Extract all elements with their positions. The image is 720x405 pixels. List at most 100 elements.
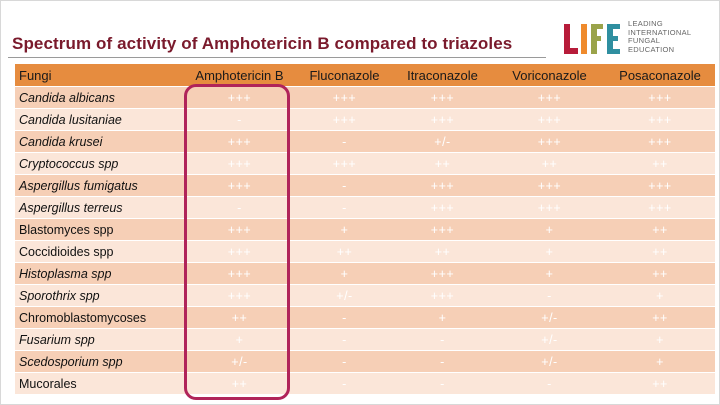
activity-cell: -	[494, 372, 605, 394]
activity-cell: +	[494, 240, 605, 263]
activity-cell: ++	[605, 306, 715, 329]
table-row: Coccidioides spp +++ ++ ++ + ++	[15, 240, 715, 263]
activity-cell: +++	[181, 218, 298, 241]
fungus-name-cell: Candida krusei	[15, 130, 181, 153]
column-header: Voriconazole	[494, 64, 605, 87]
activity-cell: +++	[181, 284, 298, 307]
activity-cell: +++	[391, 86, 494, 109]
activity-cell: +++	[494, 86, 605, 109]
activity-cell: +++	[605, 174, 715, 197]
activity-cell: +	[391, 306, 494, 329]
activity-cell: -	[181, 108, 298, 131]
table-row: Scedosporium spp +/- - - +/- +	[15, 350, 715, 373]
table-row: Chromoblastomycoses ++ - + +/- ++	[15, 306, 715, 329]
table-row: Histoplasma spp +++ + +++ + ++	[15, 262, 715, 285]
activity-cell: -	[298, 174, 391, 197]
activity-cell: -	[298, 372, 391, 394]
table-body: Candida albicans +++ +++ +++ +++ +++ Candida l…	[15, 86, 715, 394]
activity-cell: ++	[391, 152, 494, 175]
activity-cell: -	[391, 372, 494, 394]
column-header: Fluconazole	[298, 64, 391, 87]
activity-cell: -	[298, 196, 391, 219]
activity-cell: ++	[298, 240, 391, 263]
activity-cell: +++	[391, 262, 494, 285]
activity-cell: +++	[494, 174, 605, 197]
activity-cell: +++	[605, 130, 715, 153]
activity-cell: +++	[494, 108, 605, 131]
activity-cell: +++	[391, 174, 494, 197]
activity-cell: +	[181, 328, 298, 351]
activity-cell: -	[298, 306, 391, 329]
life-logo: LEADING INTERNATIONAL FUNGAL EDUCATION	[560, 18, 710, 62]
activity-cell: ++	[181, 372, 298, 394]
table-row: Aspergillus terreus - - +++ +++ +++	[15, 196, 715, 219]
table-row: Fusarium spp + - - +/- +	[15, 328, 715, 351]
activity-cell: ++	[391, 240, 494, 263]
activity-cell: -	[298, 328, 391, 351]
activity-cell: +/-	[494, 306, 605, 329]
activity-cell: -	[298, 350, 391, 373]
activity-cell: +++	[298, 86, 391, 109]
activity-cell: -	[391, 350, 494, 373]
fungus-name-cell: Candida lusitaniae	[15, 108, 181, 131]
activity-cell: +++	[181, 174, 298, 197]
activity-cell: +++	[181, 86, 298, 109]
table-row: Candida lusitaniae - +++ +++ +++ +++	[15, 108, 715, 131]
activity-cell: +/-	[298, 284, 391, 307]
fungus-name-cell: Aspergillus fumigatus	[15, 174, 181, 197]
activity-cell: -	[181, 196, 298, 219]
fungus-name-cell: Histoplasma spp	[15, 262, 181, 285]
column-header: Itraconazole	[391, 64, 494, 87]
table-row: Blastomyces spp +++ + +++ + ++	[15, 218, 715, 241]
activity-cell: +++	[181, 152, 298, 175]
activity-cell: +/-	[494, 350, 605, 373]
fungus-name-cell: Blastomyces spp	[15, 218, 181, 241]
logo-line: INTERNATIONAL	[628, 27, 692, 37]
activity-cell: +++	[181, 130, 298, 153]
activity-cell: ++	[181, 306, 298, 329]
activity-cell: +	[494, 262, 605, 285]
activity-cell: +++	[181, 262, 298, 285]
table-row: Candida albicans +++ +++ +++ +++ +++	[15, 86, 715, 109]
activity-cell: +/-	[181, 350, 298, 373]
logo-line: EDUCATION	[628, 44, 675, 54]
activity-cell: -	[298, 130, 391, 153]
slide-title: Spectrum of activity of Amphotericin B c…	[12, 34, 513, 53]
activity-cell: +/-	[494, 328, 605, 351]
activity-cell: ++	[494, 152, 605, 175]
activity-cell: +++	[605, 196, 715, 219]
activity-cell: +	[494, 218, 605, 241]
fungus-name-cell: Mucorales	[15, 372, 181, 394]
activity-cell: -	[494, 284, 605, 307]
activity-cell: +	[298, 262, 391, 285]
fungus-name-cell: Sporothrix spp	[15, 284, 181, 307]
table-row: Candida krusei +++ - +/- +++ +++	[15, 130, 715, 153]
table-header-row: Fungi Amphotericin B Fluconazole Itracon…	[15, 64, 715, 87]
table-row: Mucorales ++ - - - ++	[15, 372, 715, 394]
column-header: Fungi	[15, 64, 181, 87]
activity-cell: +++	[181, 240, 298, 263]
logo-tagline: LEADING INTERNATIONAL FUNGAL EDUCATION	[628, 19, 692, 54]
activity-cell: ++	[605, 240, 715, 263]
activity-cell: +++	[298, 152, 391, 175]
column-header: Amphotericin B	[181, 64, 298, 87]
table-row: Sporothrix spp +++ +/- +++ - +	[15, 284, 715, 307]
activity-cell: +++	[391, 196, 494, 219]
activity-cell: +/-	[391, 130, 494, 153]
column-header: Posaconazole	[605, 64, 715, 87]
activity-cell: +++	[494, 130, 605, 153]
logo-line: FUNGAL	[628, 36, 661, 46]
activity-cell: +++	[298, 108, 391, 131]
logo-line: LEADING	[628, 19, 664, 28]
activity-cell: ++	[605, 218, 715, 241]
table-row: Cryptococcus spp +++ +++ ++ ++ ++	[15, 152, 715, 175]
activity-cell: +++	[605, 108, 715, 131]
activity-cell: +	[605, 284, 715, 307]
activity-cell: +++	[494, 196, 605, 219]
fungus-name-cell: Aspergillus terreus	[15, 196, 181, 219]
activity-cell: ++	[605, 262, 715, 285]
life-wordmark-icon	[564, 24, 620, 54]
fungus-name-cell: Chromoblastomycoses	[15, 306, 181, 329]
fungus-name-cell: Candida albicans	[15, 86, 181, 109]
fungus-name-cell: Coccidioides spp	[15, 240, 181, 263]
